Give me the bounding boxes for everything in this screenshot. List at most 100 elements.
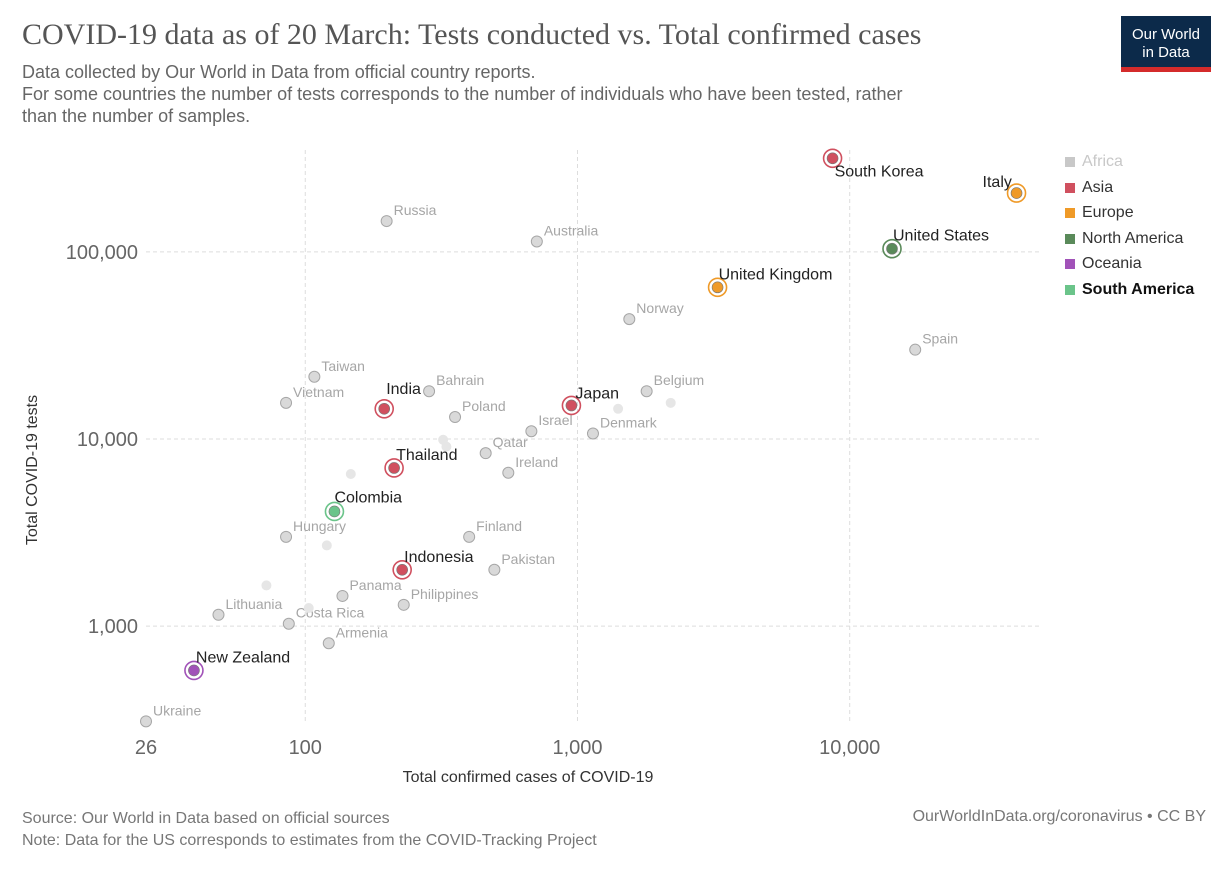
data-point bbox=[449, 411, 462, 424]
data-point bbox=[388, 462, 400, 474]
data-point-label: Spain bbox=[922, 331, 958, 347]
data-point bbox=[140, 715, 152, 728]
data-point-ring bbox=[1006, 183, 1027, 203]
data-point-label: Lithuania bbox=[225, 596, 282, 612]
data-point-ring bbox=[384, 458, 404, 478]
data-point bbox=[711, 281, 724, 294]
x-axis-label: Total confirmed cases of COVID-19 bbox=[403, 769, 654, 786]
footer-notes: Source: Our World in Data based on offic… bbox=[22, 808, 597, 852]
y-tick-label: 1,000 bbox=[88, 616, 138, 638]
data-point bbox=[321, 540, 332, 551]
data-point bbox=[328, 505, 341, 518]
data-point bbox=[613, 403, 624, 414]
chart-subtitle: Data collected by Our World in Data from… bbox=[22, 61, 1082, 127]
logo-line: Our World bbox=[1131, 26, 1201, 43]
data-point bbox=[502, 466, 515, 479]
legend-swatch bbox=[1065, 259, 1075, 270]
legend: Africa Asia Europe North America Oceania Sout… bbox=[1065, 150, 1225, 304]
data-point bbox=[261, 580, 272, 591]
legend-label: Asia bbox=[1082, 178, 1114, 196]
data-point-label: South Korea bbox=[835, 163, 924, 180]
data-point bbox=[479, 447, 492, 460]
data-point bbox=[565, 399, 578, 412]
legend-label: Europe bbox=[1082, 204, 1134, 222]
data-point-label: Israel bbox=[538, 412, 572, 428]
footer-credit[interactable]: OurWorldInData.org/coronavirus • CC BY bbox=[912, 808, 1206, 825]
data-point-label: Colombia bbox=[334, 489, 402, 506]
data-point-label: Ukraine bbox=[153, 702, 201, 718]
legend-label: South America bbox=[1082, 280, 1195, 298]
data-point bbox=[530, 235, 543, 248]
data-point-label: Italy bbox=[983, 174, 1012, 191]
legend-item[interactable]: South America bbox=[1065, 278, 1225, 304]
data-point bbox=[525, 425, 538, 438]
subtitle-line: than the number of samples. bbox=[22, 106, 251, 126]
data-point-ring bbox=[374, 398, 395, 419]
legend-label: Oceania bbox=[1082, 255, 1142, 273]
legend-item[interactable]: Asia bbox=[1065, 176, 1225, 202]
data-point-label: Thailand bbox=[396, 447, 457, 464]
data-point-label: Russia bbox=[394, 202, 437, 218]
scatter-chart: 26 100 1,000 10,000 1,000 10,000 100,000 Total … bbox=[24, 148, 1040, 786]
data-point-label: Japan bbox=[575, 385, 619, 402]
data-point-label: Bahrain bbox=[436, 372, 484, 388]
data-point-ring bbox=[707, 277, 728, 298]
data-point bbox=[380, 215, 393, 228]
data-point bbox=[336, 589, 349, 602]
data-point-label: Hungary bbox=[293, 518, 346, 534]
y-tick-label: 10,000 bbox=[77, 429, 138, 451]
data-point-ring bbox=[882, 238, 902, 259]
data-point bbox=[909, 343, 922, 356]
legend-label: Africa bbox=[1082, 153, 1123, 170]
data-point-label: Finland bbox=[476, 518, 522, 534]
data-point bbox=[280, 530, 293, 543]
data-point-label: United Kingdom bbox=[719, 266, 833, 283]
data-point-label: Qatar bbox=[493, 434, 528, 450]
data-point bbox=[886, 242, 898, 255]
data-point-label: Ireland bbox=[515, 454, 558, 470]
data-point bbox=[396, 563, 408, 576]
legend-swatch bbox=[1065, 233, 1075, 244]
data-point-label: Poland bbox=[462, 398, 506, 414]
data-point bbox=[280, 396, 293, 409]
data-point-label: Belgium bbox=[654, 372, 705, 388]
data-point bbox=[322, 637, 335, 650]
data-point bbox=[378, 402, 391, 415]
data-point bbox=[623, 313, 636, 326]
data-point-label: Norway bbox=[636, 300, 683, 316]
data-point bbox=[303, 603, 314, 614]
data-point bbox=[282, 617, 295, 630]
data-point bbox=[188, 664, 200, 677]
data-point bbox=[423, 385, 436, 398]
data-point-ring bbox=[392, 559, 412, 580]
data-point bbox=[586, 427, 599, 440]
data-point-ring bbox=[184, 660, 204, 681]
data-point bbox=[212, 608, 225, 621]
data-point bbox=[640, 385, 653, 398]
x-tick-label: 100 bbox=[289, 737, 322, 759]
data-point-label: Australia bbox=[544, 222, 599, 238]
data-point bbox=[826, 152, 839, 165]
legend-item[interactable]: Oceania bbox=[1065, 252, 1225, 278]
legend-item[interactable]: Africa bbox=[1065, 150, 1225, 176]
legend-item[interactable]: Europe bbox=[1065, 201, 1225, 227]
data-point-label: Vietnam bbox=[293, 384, 344, 400]
data-point bbox=[665, 397, 676, 408]
data-point bbox=[463, 530, 476, 543]
data-point bbox=[308, 370, 321, 383]
data-note: Note: Data for the US corresponds to est… bbox=[22, 832, 597, 849]
data-point bbox=[488, 563, 501, 576]
y-tick-label: 100,000 bbox=[66, 242, 138, 264]
data-point-label: Pakistan bbox=[501, 551, 555, 567]
legend-item[interactable]: North America bbox=[1065, 227, 1225, 253]
subtitle-line: For some countries the number of tests c… bbox=[22, 84, 903, 104]
data-point-ring bbox=[822, 148, 843, 169]
owid-logo[interactable]: Our World in Data bbox=[1121, 16, 1211, 72]
legend-swatch bbox=[1065, 208, 1075, 219]
chart-title: COVID-19 data as of 20 March: Tests cond… bbox=[22, 18, 922, 51]
data-point-label: Indonesia bbox=[404, 549, 473, 566]
subtitle-line: Data collected by Our World in Data from… bbox=[22, 62, 536, 82]
data-point-label: Philippines bbox=[411, 586, 479, 602]
y-axis-label: Total COVID-19 tests bbox=[24, 395, 41, 545]
x-tick-label: 26 bbox=[135, 737, 157, 759]
